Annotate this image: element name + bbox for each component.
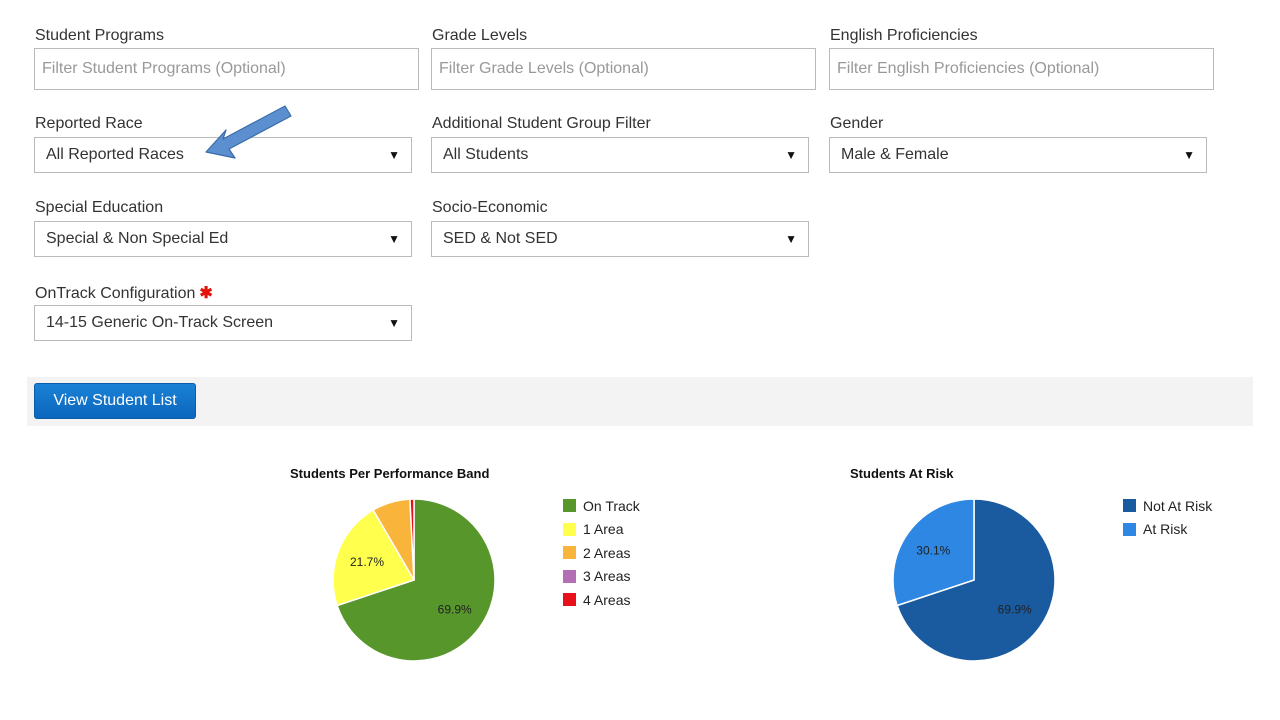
legend-swatch [563, 593, 576, 607]
grade-levels-input[interactable] [431, 48, 816, 90]
pie-label-not-at-risk: 69.9% [998, 602, 1032, 616]
at-risk-legend: Not At Risk At Risk [1123, 494, 1212, 541]
reported-race-value: All Reported Races [46, 146, 184, 163]
pie-slice-not-at-risk [896, 498, 1056, 662]
socio-economic-value: SED & Not SED [443, 230, 558, 247]
special-education-value: Special & Non Special Ed [46, 230, 229, 247]
legend-label: 2 Areas [583, 544, 631, 561]
legend-label: 4 Areas [583, 591, 631, 608]
legend-swatch [1123, 499, 1136, 513]
student-programs-label: Student Programs [35, 27, 164, 44]
chevron-down-icon: ▼ [785, 232, 797, 246]
legend-item-4-areas[interactable]: 4 Areas [563, 588, 640, 612]
required-asterisk-icon: ✱ [199, 285, 213, 302]
performance-band-pie-chart: 69.9% 21.7% [332, 498, 496, 662]
student-programs-input[interactable] [34, 48, 419, 90]
view-student-list-button[interactable]: View Student List [34, 383, 196, 419]
legend-swatch [1123, 522, 1136, 536]
ontrack-configuration-label-text: OnTrack Configuration [35, 285, 196, 302]
legend-swatch [563, 499, 576, 513]
legend-label: On Track [583, 497, 640, 514]
legend-item-on-track[interactable]: On Track [563, 494, 640, 518]
chevron-down-icon: ▼ [785, 148, 797, 162]
pie-slice-on-track [336, 498, 496, 662]
special-education-label: Special Education [35, 199, 164, 216]
additional-group-select[interactable]: All Students ▼ [431, 137, 809, 173]
performance-band-legend: On Track 1 Area 2 Areas 3 Areas 4 Areas [563, 494, 640, 612]
gender-value: Male & Female [841, 146, 949, 163]
socio-economic-label: Socio-Economic [432, 199, 548, 216]
at-risk-pie-chart: 69.9% 30.1% [892, 498, 1056, 662]
pie-slice-4-areas [409, 498, 415, 581]
legend-swatch [563, 522, 576, 536]
legend-item-1-area[interactable]: 1 Area [563, 518, 640, 542]
ontrack-configuration-label: OnTrack Configuration ✱ [35, 283, 213, 303]
additional-group-label: Additional Student Group Filter [432, 115, 651, 132]
special-education-select[interactable]: Special & Non Special Ed ▼ [34, 221, 412, 257]
chevron-down-icon: ▼ [388, 148, 400, 162]
reported-race-label: Reported Race [35, 115, 143, 132]
legend-item-3-areas[interactable]: 3 Areas [563, 565, 640, 589]
pie-slice-at-risk [892, 498, 975, 607]
action-toolbar: View Student List [27, 377, 1253, 426]
gender-select[interactable]: Male & Female ▼ [829, 137, 1207, 173]
legend-label: 3 Areas [583, 568, 631, 585]
pie-label-at-risk: 30.1% [916, 544, 950, 558]
legend-swatch [563, 569, 576, 583]
english-proficiencies-label: English Proficiencies [830, 27, 978, 44]
legend-label: 1 Area [583, 521, 624, 538]
performance-band-chart-title: Students Per Performance Band [290, 466, 490, 481]
legend-item-not-at-risk[interactable]: Not At Risk [1123, 494, 1212, 518]
chevron-down-icon: ▼ [388, 232, 400, 246]
legend-item-2-areas[interactable]: 2 Areas [563, 541, 640, 565]
pie-label-1-area: 21.7% [350, 555, 384, 569]
at-risk-chart-title: Students At Risk [850, 466, 954, 481]
legend-swatch [563, 546, 576, 560]
ontrack-configuration-value: 14-15 Generic On-Track Screen [46, 314, 274, 331]
english-proficiencies-input[interactable] [829, 48, 1214, 90]
ontrack-configuration-select[interactable]: 14-15 Generic On-Track Screen ▼ [34, 305, 412, 341]
socio-economic-select[interactable]: SED & Not SED ▼ [431, 221, 809, 257]
legend-item-at-risk[interactable]: At Risk [1123, 518, 1212, 542]
grade-levels-label: Grade Levels [432, 27, 528, 44]
legend-label: At Risk [1143, 521, 1188, 538]
chevron-down-icon: ▼ [1183, 148, 1195, 162]
gender-label: Gender [830, 115, 884, 132]
chevron-down-icon: ▼ [388, 316, 400, 330]
pie-label-on-track: 69.9% [438, 602, 472, 616]
additional-group-value: All Students [443, 146, 529, 163]
annotation-arrow-icon [205, 105, 292, 159]
legend-label: Not At Risk [1143, 497, 1213, 514]
pie-slice-1-area [332, 508, 416, 607]
